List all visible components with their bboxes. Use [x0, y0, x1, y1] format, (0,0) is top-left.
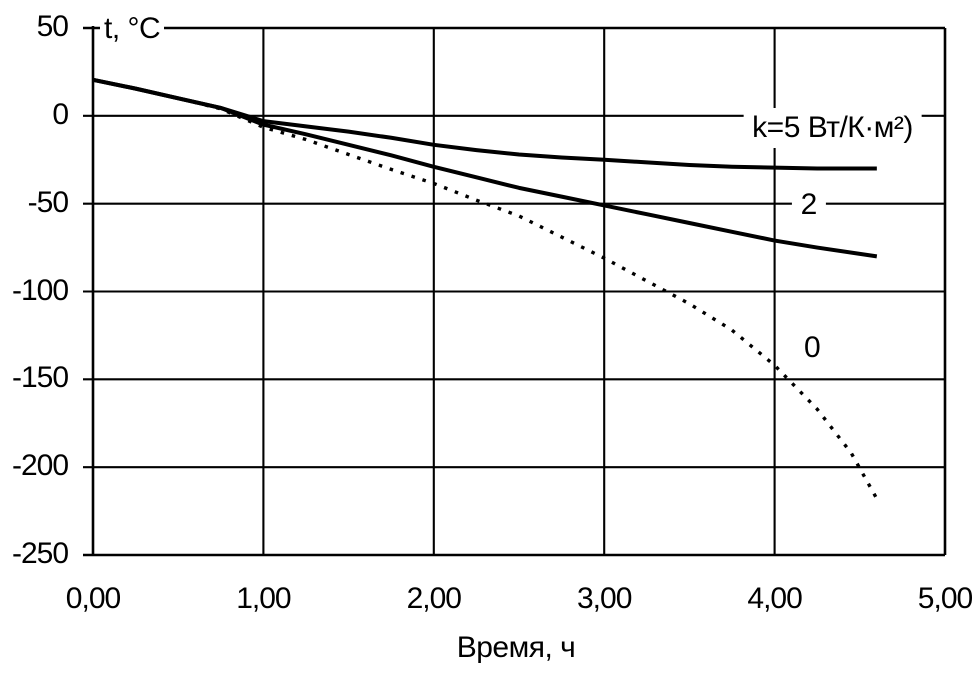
x-tick-label: 5,00	[917, 582, 973, 615]
x-tick-label: 0,00	[65, 582, 121, 615]
x-tick-label: 4,00	[747, 582, 802, 615]
x-tick-label: 2,00	[406, 582, 462, 615]
series-label-k0: 0	[794, 327, 830, 368]
series-label-k5: k=5 Вт/К·м²)	[743, 108, 922, 149]
y-tick-label: -250	[11, 537, 69, 571]
y-tick-label: -200	[11, 449, 69, 483]
x-tick-label: 3,00	[576, 582, 632, 615]
y-tick-label: 50	[36, 10, 69, 44]
y-tick-label: -100	[11, 273, 69, 307]
x-tick-label: 1,00	[236, 582, 291, 615]
y-tick-label: -150	[11, 361, 69, 395]
y-tick-label: 0	[52, 97, 69, 131]
series-label-k2: 2	[791, 185, 826, 226]
y-axis-title: t, °C	[100, 14, 165, 48]
x-axis-title: Время, ч	[456, 631, 576, 664]
y-tick-label: -50	[27, 185, 69, 219]
